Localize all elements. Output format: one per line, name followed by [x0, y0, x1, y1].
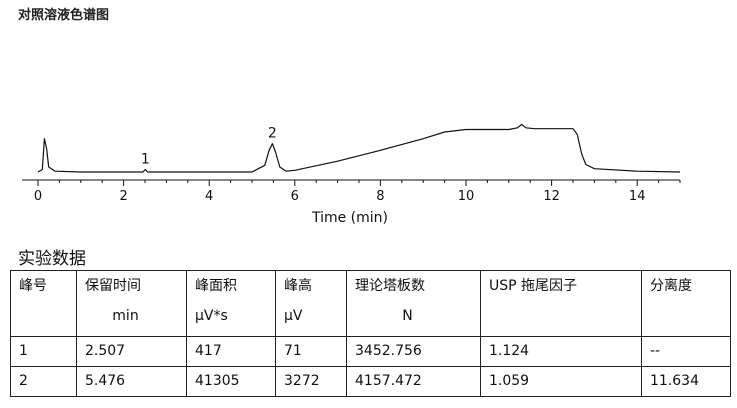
table-cell: 2: [10, 366, 77, 397]
table-cell: 41305: [186, 366, 276, 397]
table-cell: 2.507: [76, 336, 187, 367]
header-peak-area: 峰面积 μV*s: [186, 270, 276, 337]
header-peak-height: 峰高 μV: [275, 270, 347, 337]
table-cell: 1: [10, 336, 77, 367]
table-cell: 4157.472: [346, 366, 481, 397]
table-header-row: 峰号 保留时间 min 峰面积 μV*s 峰高 μV 理论塔板数 N USP 拖尾因子 …: [10, 270, 731, 337]
peak-label: 1: [141, 152, 150, 168]
table-cell: 3272: [275, 366, 347, 397]
x-tick-label: 12: [543, 189, 560, 204]
header-usp-tailing: USP 拖尾因子: [480, 270, 642, 337]
x-axis-title: Time (min): [311, 210, 388, 226]
table-cell: 417: [186, 336, 276, 367]
table-cell: --: [641, 336, 731, 367]
table-row: 1 2.507 417 71 3452.756 1.124 --: [10, 336, 731, 367]
table-cell: 1.124: [480, 336, 642, 367]
x-tick-label: 0: [34, 189, 42, 204]
results-table: 峰号 保留时间 min 峰面积 μV*s 峰高 μV 理论塔板数 N USP 拖尾因子 …: [10, 270, 731, 397]
x-tick-label: 6: [291, 189, 299, 204]
table-cell: 3452.756: [346, 336, 481, 367]
table-row: 2 5.476 41305 3272 4157.472 1.059 11.634: [10, 366, 731, 397]
x-tick-label: 8: [376, 189, 384, 204]
x-tick-label: 10: [458, 189, 475, 204]
header-theoretical-plates: 理论塔板数 N: [346, 270, 481, 337]
header-retention-time: 保留时间 min: [76, 270, 187, 337]
table-cell: 11.634: [641, 366, 731, 397]
chromatogram-trace: [37, 123, 681, 173]
peak-label: 2: [268, 126, 277, 142]
chart-title: 对照溶液色谱图: [18, 8, 110, 23]
x-tick-label: 4: [205, 189, 213, 204]
table-section-title: 实验数据: [18, 249, 86, 269]
table-cell: 71: [275, 336, 347, 367]
table-cell: 5.476: [76, 366, 187, 397]
x-tick-label: 14: [629, 189, 646, 204]
table-cell: 1.059: [480, 366, 642, 397]
header-peak-number: 峰号: [10, 270, 77, 337]
header-resolution: 分离度: [641, 270, 731, 337]
x-tick-label: 2: [119, 189, 127, 204]
